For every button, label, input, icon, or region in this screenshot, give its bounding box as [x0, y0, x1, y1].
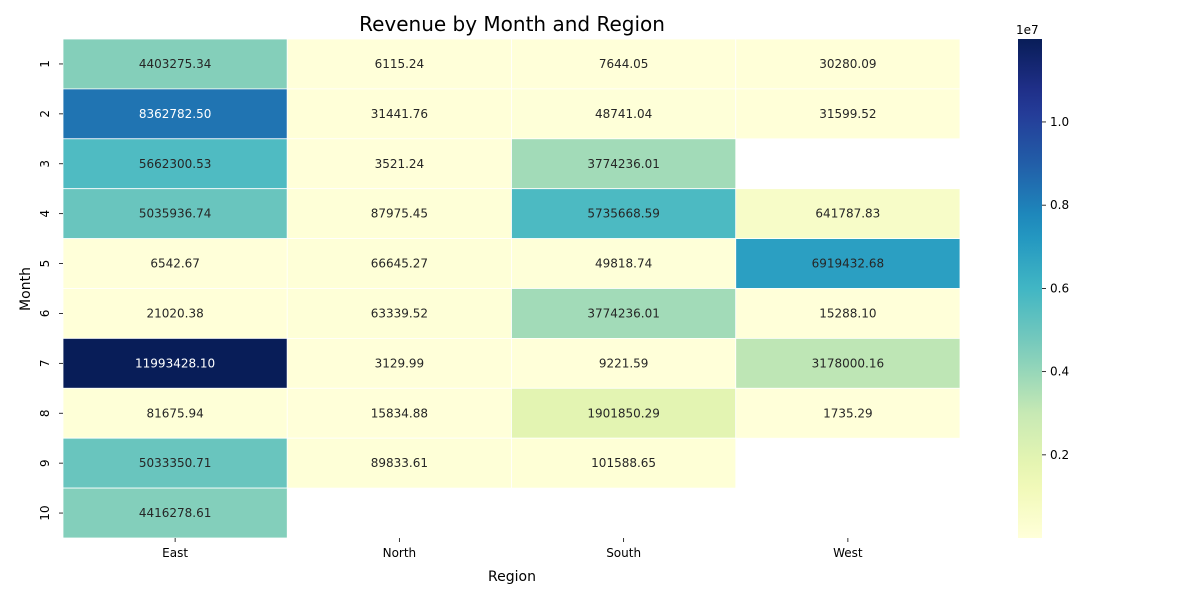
- cell-value-label: 3521.24: [375, 157, 425, 171]
- y-tick-label: 8: [38, 409, 52, 417]
- heatmap-cell: [286, 238, 512, 289]
- x-tick-label: South: [606, 546, 641, 560]
- heatmap-cell: [735, 38, 961, 90]
- heatmap-cell: [735, 288, 961, 339]
- heatmap-cell: [62, 38, 288, 90]
- cell-value-label: 8362782.50: [139, 107, 212, 121]
- heatmap-cell: [735, 337, 961, 389]
- x-axis-ticks: East North South West: [162, 538, 863, 560]
- heatmap-cell: [286, 387, 512, 439]
- heatmap-cells: 4403275.34 6115.24 7644.05 30280.09 8362782.…: [62, 38, 961, 539]
- cell-value-label: 5035936.74: [139, 207, 212, 221]
- cell-value-label: 5735668.59: [587, 207, 660, 221]
- colorbar-tick-label: 0.8: [1050, 198, 1069, 212]
- colorbar-tick-label: 0.4: [1050, 365, 1069, 379]
- y-tick-label: 3: [38, 160, 52, 168]
- colorbar-gradient: [1018, 39, 1042, 538]
- heatmap-cell: [735, 387, 961, 439]
- colorbar-tick-label: 0.6: [1050, 281, 1069, 295]
- cell-value-label: 48741.04: [595, 107, 652, 121]
- cell-value-label: 6542.67: [150, 257, 200, 271]
- cell-value-label: 1901850.29: [587, 406, 660, 420]
- heatmap-cell: [511, 238, 737, 289]
- cell-value-label: 89833.61: [371, 456, 428, 470]
- heatmap-cell: [511, 288, 737, 339]
- y-axis-ticks: 1 2 3 4 5 6 7 8 9 10: [38, 60, 63, 521]
- x-tick-label: West: [833, 546, 863, 560]
- cell-value-label: 3178000.16: [812, 356, 885, 370]
- colorbar: 0.2 0.4 0.6 0.8 1.0 1e7: [1016, 23, 1069, 538]
- cell-value-label: 7644.05: [599, 57, 649, 71]
- colorbar-tick-label: 1.0: [1050, 115, 1069, 129]
- y-tick-label: 9: [38, 459, 52, 467]
- cell-value-label: 101588.65: [591, 456, 656, 470]
- cell-value-label: 49818.74: [595, 257, 652, 271]
- cell-value-label: 4416278.61: [139, 506, 212, 520]
- cell-value-label: 4403275.34: [139, 57, 212, 71]
- cell-value-label: 6919432.68: [812, 257, 885, 271]
- heatmap-cell: [286, 188, 512, 239]
- cell-value-label: 63339.52: [371, 306, 428, 320]
- cell-value-label: 5662300.53: [139, 157, 212, 171]
- heatmap-cell: [62, 387, 288, 439]
- heatmap-cell: [735, 188, 961, 239]
- heatmap-cell: [62, 288, 288, 339]
- heatmap-cell: [62, 487, 288, 539]
- heatmap-cell: [735, 88, 961, 140]
- cell-value-label: 31441.76: [371, 107, 428, 121]
- y-tick-label: 4: [38, 210, 52, 218]
- colorbar-offset-label: 1e7: [1016, 23, 1039, 37]
- cell-value-label: 31599.52: [819, 107, 876, 121]
- x-tick-label: North: [383, 546, 417, 560]
- heatmap-cell: [511, 38, 737, 90]
- heatmap-cell: [62, 188, 288, 239]
- cell-value-label: 3774236.01: [587, 306, 660, 320]
- chart-title: Revenue by Month and Region: [359, 12, 665, 36]
- y-tick-label: 6: [38, 310, 52, 318]
- x-tick-label: East: [162, 546, 188, 560]
- heatmap-cell: [511, 138, 737, 190]
- heatmap-cell: [62, 88, 288, 140]
- cell-value-label: 15834.88: [371, 406, 428, 420]
- cell-value-label: 1735.29: [823, 406, 873, 420]
- heatmap-cell: [511, 437, 737, 489]
- cell-value-label: 6115.24: [375, 57, 425, 71]
- heatmap-cell: [286, 88, 512, 140]
- cell-value-label: 5033350.71: [139, 456, 212, 470]
- cell-value-label: 81675.94: [146, 406, 203, 420]
- y-tick-label: 7: [38, 360, 52, 368]
- heatmap-cell: [286, 38, 512, 90]
- cell-value-label: 21020.38: [146, 306, 203, 320]
- y-tick-label: 5: [38, 260, 52, 268]
- heatmap-cell: [735, 238, 961, 289]
- x-axis-label: Region: [488, 569, 536, 585]
- cell-value-label: 3129.99: [375, 356, 425, 370]
- cell-value-label: 30280.09: [819, 57, 876, 71]
- cell-value-label: 3774236.01: [587, 157, 660, 171]
- cell-value-label: 87975.45: [371, 207, 428, 221]
- heatmap-cell: [286, 288, 512, 339]
- cell-value-label: 641787.83: [815, 207, 880, 221]
- cell-value-label: 11993428.10: [135, 356, 215, 370]
- y-axis-label: Month: [18, 267, 34, 311]
- cell-value-label: 15288.10: [819, 306, 876, 320]
- cell-value-label: 66645.27: [371, 257, 428, 271]
- heatmap-cell: [286, 138, 512, 190]
- colorbar-tick-label: 0.2: [1050, 448, 1069, 462]
- heatmap-cell: [511, 188, 737, 239]
- y-tick-label: 10: [38, 505, 52, 520]
- heatmap-cell: [286, 337, 512, 389]
- y-tick-label: 1: [38, 60, 52, 68]
- y-tick-label: 2: [38, 110, 52, 118]
- cell-value-label: 9221.59: [599, 356, 649, 370]
